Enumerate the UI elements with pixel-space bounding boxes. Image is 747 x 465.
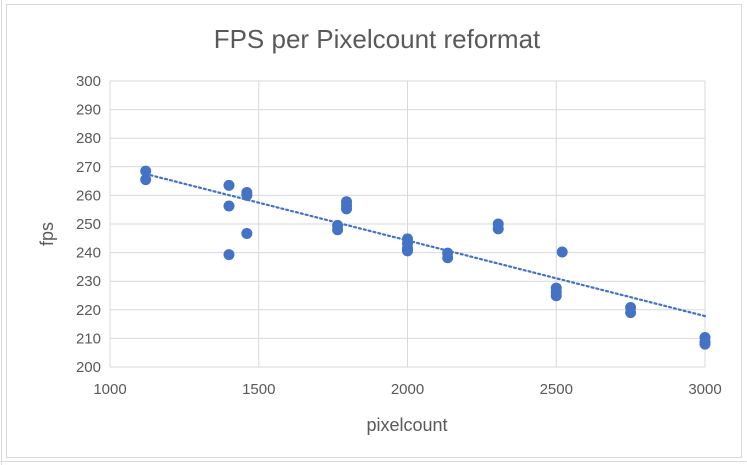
x-tick-label: 2500 [540, 381, 573, 398]
y-tick-label: 270 [76, 159, 101, 176]
spreadsheet-gridline-vertical [1, 0, 2, 465]
data-point[interactable] [140, 174, 152, 186]
data-point[interactable] [223, 179, 235, 191]
y-tick-label: 260 [76, 187, 101, 204]
y-tick-label: 280 [76, 130, 101, 147]
y-tick-label: 240 [76, 245, 101, 262]
chart-title: FPS per Pixelcount reformat [214, 24, 541, 54]
y-tick-label: 290 [76, 102, 101, 119]
data-point[interactable] [402, 245, 413, 257]
data-point[interactable] [492, 223, 504, 235]
x-tick-label: 2000 [391, 381, 424, 398]
data-point[interactable] [556, 246, 568, 258]
y-tick-label: 300 [76, 73, 101, 90]
data-point[interactable] [699, 338, 711, 350]
x-tick-label: 1000 [93, 381, 126, 398]
gridlines [109, 80, 706, 368]
y-tick-label: 250 [76, 216, 101, 233]
data-points [140, 165, 711, 350]
x-tick-label: 3000 [688, 381, 721, 398]
data-point[interactable] [550, 290, 562, 302]
y-tick-label: 230 [76, 273, 101, 290]
trendline-layer [144, 172, 707, 318]
data-point[interactable] [332, 224, 344, 236]
y-axis-label: fps [37, 222, 57, 246]
data-point[interactable] [241, 189, 253, 201]
x-axis-label: pixelcount [366, 415, 447, 435]
y-tick-label: 220 [76, 302, 101, 319]
scatter-chart: FPS per Pixelcount reformat 200 210 220 230… [37, 24, 722, 435]
data-point[interactable] [241, 227, 253, 239]
x-tick-label: 1500 [242, 381, 275, 398]
chart-area[interactable]: FPS per Pixelcount reformat 200 210 220 230… [6, 4, 742, 458]
data-point[interactable] [140, 165, 152, 177]
data-point[interactable] [223, 200, 235, 212]
tick-labels: 200 210 220 230 240 250 260 270 280 290 300 1000 150… [76, 73, 722, 398]
spreadsheet-gridline-horizontal [0, 461, 747, 462]
data-point[interactable] [341, 203, 353, 215]
y-tick-label: 200 [76, 359, 101, 376]
data-point[interactable] [442, 252, 454, 264]
data-point[interactable] [625, 307, 637, 319]
data-point[interactable] [223, 249, 235, 261]
y-tick-label: 210 [76, 330, 101, 347]
trendline [144, 172, 707, 318]
